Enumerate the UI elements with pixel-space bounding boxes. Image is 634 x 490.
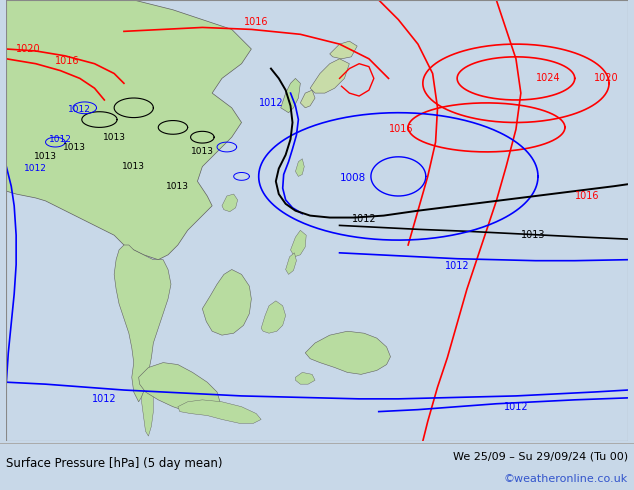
- Text: 1012: 1012: [24, 164, 47, 173]
- Text: ©weatheronline.co.uk: ©weatheronline.co.uk: [503, 474, 628, 484]
- Text: 1008: 1008: [340, 173, 366, 183]
- Polygon shape: [6, 0, 251, 260]
- Text: 1016: 1016: [389, 124, 413, 134]
- Polygon shape: [290, 230, 306, 257]
- Text: 1013: 1013: [34, 152, 57, 161]
- Polygon shape: [295, 372, 315, 384]
- Text: Surface Pressure [hPa] (5 day mean): Surface Pressure [hPa] (5 day mean): [6, 457, 223, 469]
- Text: 1012: 1012: [49, 135, 72, 144]
- Text: 1012: 1012: [503, 402, 528, 412]
- Text: 1012: 1012: [352, 214, 377, 223]
- Polygon shape: [141, 387, 153, 436]
- Text: 1024: 1024: [536, 74, 560, 83]
- Polygon shape: [305, 331, 391, 374]
- Polygon shape: [281, 78, 301, 113]
- Text: 1013: 1013: [122, 162, 145, 171]
- Polygon shape: [178, 400, 261, 423]
- Text: 1016: 1016: [575, 191, 599, 201]
- Text: 1020: 1020: [16, 44, 41, 54]
- Text: 1013: 1013: [63, 143, 86, 151]
- Polygon shape: [286, 253, 297, 274]
- Text: 1013: 1013: [191, 147, 214, 156]
- Text: 1012: 1012: [445, 261, 469, 270]
- Polygon shape: [202, 270, 251, 335]
- Text: 1012: 1012: [259, 98, 283, 108]
- Polygon shape: [295, 159, 304, 176]
- Text: 1013: 1013: [166, 182, 190, 191]
- Polygon shape: [222, 194, 238, 212]
- Polygon shape: [330, 41, 357, 59]
- Text: 1012: 1012: [92, 394, 117, 404]
- Text: 1013: 1013: [521, 230, 545, 240]
- Text: 1013: 1013: [103, 133, 126, 142]
- Polygon shape: [310, 59, 349, 93]
- Polygon shape: [261, 301, 286, 333]
- Text: We 25/09 – Su 29/09/24 (Tu 00): We 25/09 – Su 29/09/24 (Tu 00): [453, 452, 628, 462]
- Text: 1016: 1016: [244, 18, 268, 27]
- Text: 1020: 1020: [594, 74, 619, 83]
- Text: 1012: 1012: [68, 105, 91, 114]
- Text: 1016: 1016: [55, 56, 80, 66]
- Polygon shape: [114, 245, 171, 402]
- Polygon shape: [301, 90, 315, 108]
- Polygon shape: [139, 363, 220, 414]
